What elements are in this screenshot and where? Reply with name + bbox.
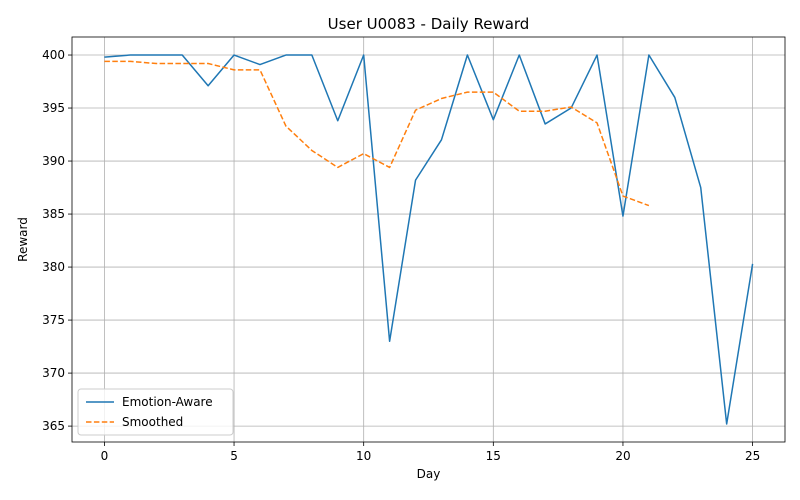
x-tick-label: 15	[486, 449, 501, 463]
y-tick-label: 375	[42, 313, 65, 327]
y-tick-label: 400	[42, 48, 65, 62]
series-line-emotion-aware	[104, 54, 754, 425]
y-tick-label: 385	[42, 207, 65, 221]
axis-ticks: 0 5 10 15 20 25 365 370 375 380 385 390 395 400	[42, 48, 760, 463]
x-axis-label: Day	[417, 467, 441, 481]
x-tick-label: 25	[745, 449, 760, 463]
y-tick-label: 395	[42, 101, 65, 115]
x-tick-label: 20	[615, 449, 630, 463]
plot-frame	[71, 36, 786, 443]
legend-box	[77, 388, 234, 436]
y-tick-label: 370	[42, 366, 65, 380]
y-tick-label: 380	[42, 260, 65, 274]
x-tick-label: 10	[356, 449, 371, 463]
y-axis-label: Reward	[16, 217, 30, 262]
y-tick-label: 365	[42, 419, 65, 433]
legend: Emotion-Aware Smoothed	[77, 388, 234, 436]
legend-label-emotion-aware: Emotion-Aware	[122, 395, 213, 409]
x-tick-label: 5	[230, 449, 238, 463]
legend-label-smoothed: Smoothed	[122, 415, 183, 429]
x-tick-label: 0	[101, 449, 109, 463]
series-lines	[104, 54, 754, 425]
grid-lines	[72, 37, 785, 442]
y-tick-label: 390	[42, 154, 65, 168]
series-line-smoothed	[104, 60, 650, 207]
chart-title: User U0083 - Daily Reward	[328, 15, 530, 33]
